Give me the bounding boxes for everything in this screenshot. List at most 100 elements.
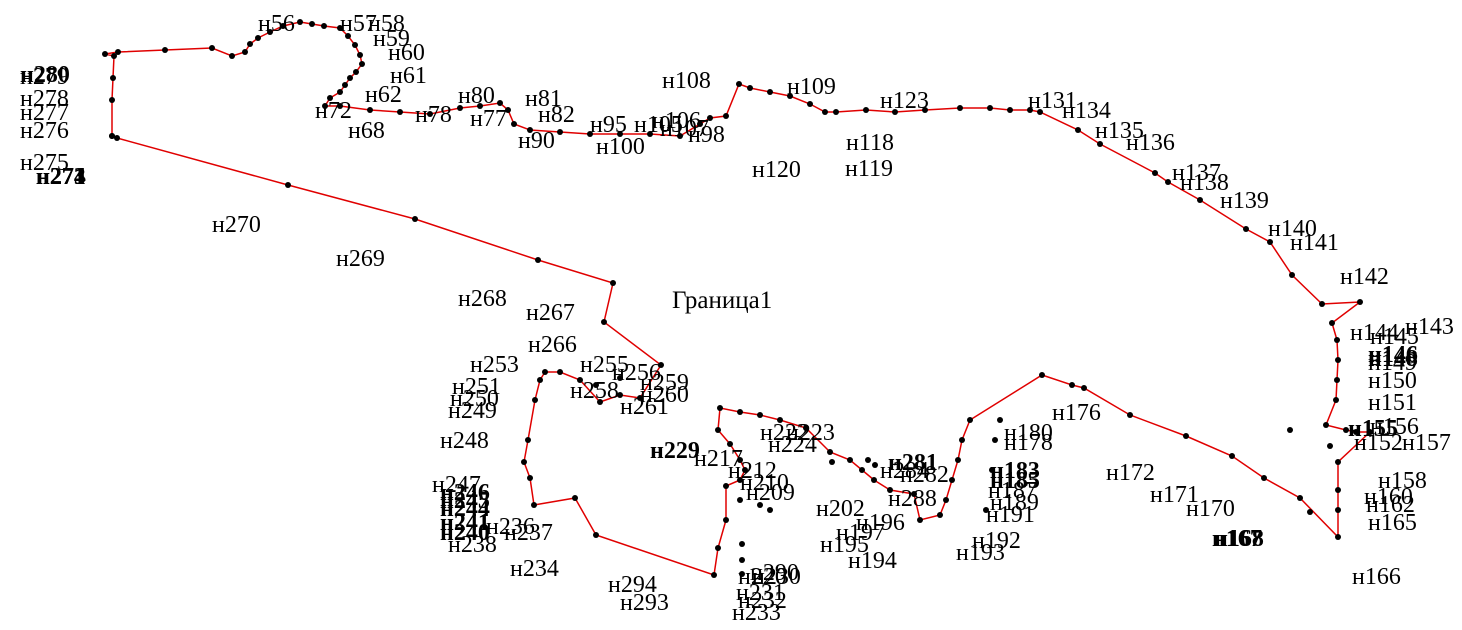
- point-label: н141: [1290, 230, 1339, 256]
- boundary-point: [110, 75, 116, 81]
- point-label: н185: [990, 468, 1040, 494]
- point-label: н249: [448, 398, 497, 424]
- point-label: н135: [1095, 118, 1144, 144]
- boundary-point: [537, 377, 543, 383]
- point-label: н105: [634, 112, 683, 138]
- point-label: н134: [1062, 98, 1111, 124]
- point-label: н100: [596, 134, 645, 160]
- point-label: н251: [452, 374, 501, 400]
- boundary-point: [321, 23, 327, 29]
- point-label: н165: [1368, 510, 1417, 536]
- point-label: н168: [1214, 526, 1264, 552]
- point-label: н240: [440, 520, 490, 546]
- boundary-point: [723, 517, 729, 523]
- boundary-point: [677, 133, 683, 139]
- point-label: н146: [1368, 342, 1418, 368]
- boundary-point: [601, 319, 607, 325]
- boundary-point: [342, 82, 348, 88]
- boundary-point: [757, 502, 763, 508]
- boundary-point: [822, 109, 828, 115]
- boundary-point: [1327, 443, 1333, 449]
- point-label: н255: [580, 352, 629, 378]
- point-label: н123: [880, 88, 929, 114]
- point-label: н270: [212, 212, 261, 238]
- boundary-point: [1097, 141, 1103, 147]
- point-label: н148: [1368, 346, 1418, 372]
- point-label: н60: [388, 40, 425, 66]
- boundary-point: [711, 572, 717, 578]
- point-label: н95: [590, 112, 627, 138]
- point-label: н244: [440, 496, 490, 522]
- boundary-point: [162, 47, 168, 53]
- boundary-point: [1183, 433, 1189, 439]
- boundary-point: [505, 107, 511, 113]
- point-label: н119: [845, 156, 893, 182]
- point-label: н222: [760, 420, 809, 446]
- boundary-point: [742, 467, 748, 473]
- boundary-point: [983, 507, 989, 513]
- point-label: н268: [458, 286, 507, 312]
- boundary-point: [1165, 179, 1171, 185]
- boundary-point: [736, 81, 742, 87]
- boundary-point: [887, 487, 893, 493]
- boundary-point: [477, 103, 483, 109]
- boundary-point: [1007, 107, 1013, 113]
- point-label: н202: [816, 496, 865, 522]
- boundary-point: [209, 45, 215, 51]
- boundary-point: [787, 93, 793, 99]
- boundary-point: [322, 103, 328, 109]
- boundary-point: [111, 53, 117, 59]
- boundary-point: [497, 100, 503, 106]
- boundary-point: [1267, 239, 1273, 245]
- point-label: н138: [1180, 170, 1229, 196]
- point-label: н98: [688, 122, 725, 148]
- point-label: н274: [36, 164, 86, 190]
- point-label: н57: [340, 11, 377, 37]
- point-label: н193: [956, 540, 1005, 566]
- point-label: н237: [504, 520, 553, 546]
- boundary-title: Граница1: [672, 287, 772, 314]
- boundary-point: [865, 457, 871, 463]
- boundary-point: [737, 457, 743, 463]
- boundary-point: [610, 280, 616, 286]
- boundary-point: [717, 405, 723, 411]
- boundary-point: [767, 89, 773, 95]
- boundary-point: [997, 417, 1003, 423]
- point-label: н187: [988, 478, 1037, 504]
- boundary-point: [847, 457, 853, 463]
- boundary-point: [1229, 453, 1235, 459]
- boundary-point: [542, 369, 548, 375]
- point-label: н158: [1378, 468, 1427, 494]
- point-label: н61: [390, 63, 427, 89]
- boundary-point: [827, 449, 833, 455]
- point-label: н189: [990, 490, 1039, 516]
- boundary-point: [723, 483, 729, 489]
- boundary-point: [757, 412, 763, 418]
- boundary-point: [309, 21, 315, 27]
- boundary-point: [525, 437, 531, 443]
- point-label: н229: [650, 438, 700, 464]
- boundary-point: [707, 115, 713, 121]
- point-label: н212: [728, 458, 777, 484]
- point-label: н269: [336, 246, 385, 272]
- point-label: н170: [1186, 496, 1235, 522]
- point-label: н209: [746, 480, 795, 506]
- boundary-point: [557, 129, 563, 135]
- point-label: н178: [1004, 430, 1053, 456]
- boundary-point: [1307, 509, 1313, 515]
- boundary-point: [1037, 109, 1043, 115]
- boundary-point: [1357, 299, 1363, 305]
- point-label: н266: [528, 332, 577, 358]
- boundary-point: [247, 41, 253, 47]
- point-label: н155: [1348, 416, 1398, 442]
- point-label: н142: [1340, 264, 1389, 290]
- point-label: н120: [752, 157, 801, 183]
- point-label: н176: [1052, 400, 1101, 426]
- boundary-point: [267, 29, 273, 35]
- boundary-point: [739, 557, 745, 563]
- boundary-point: [1261, 475, 1267, 481]
- boundary-point: [255, 35, 261, 41]
- point-label: н224: [768, 432, 817, 458]
- boundary-point: [911, 491, 917, 497]
